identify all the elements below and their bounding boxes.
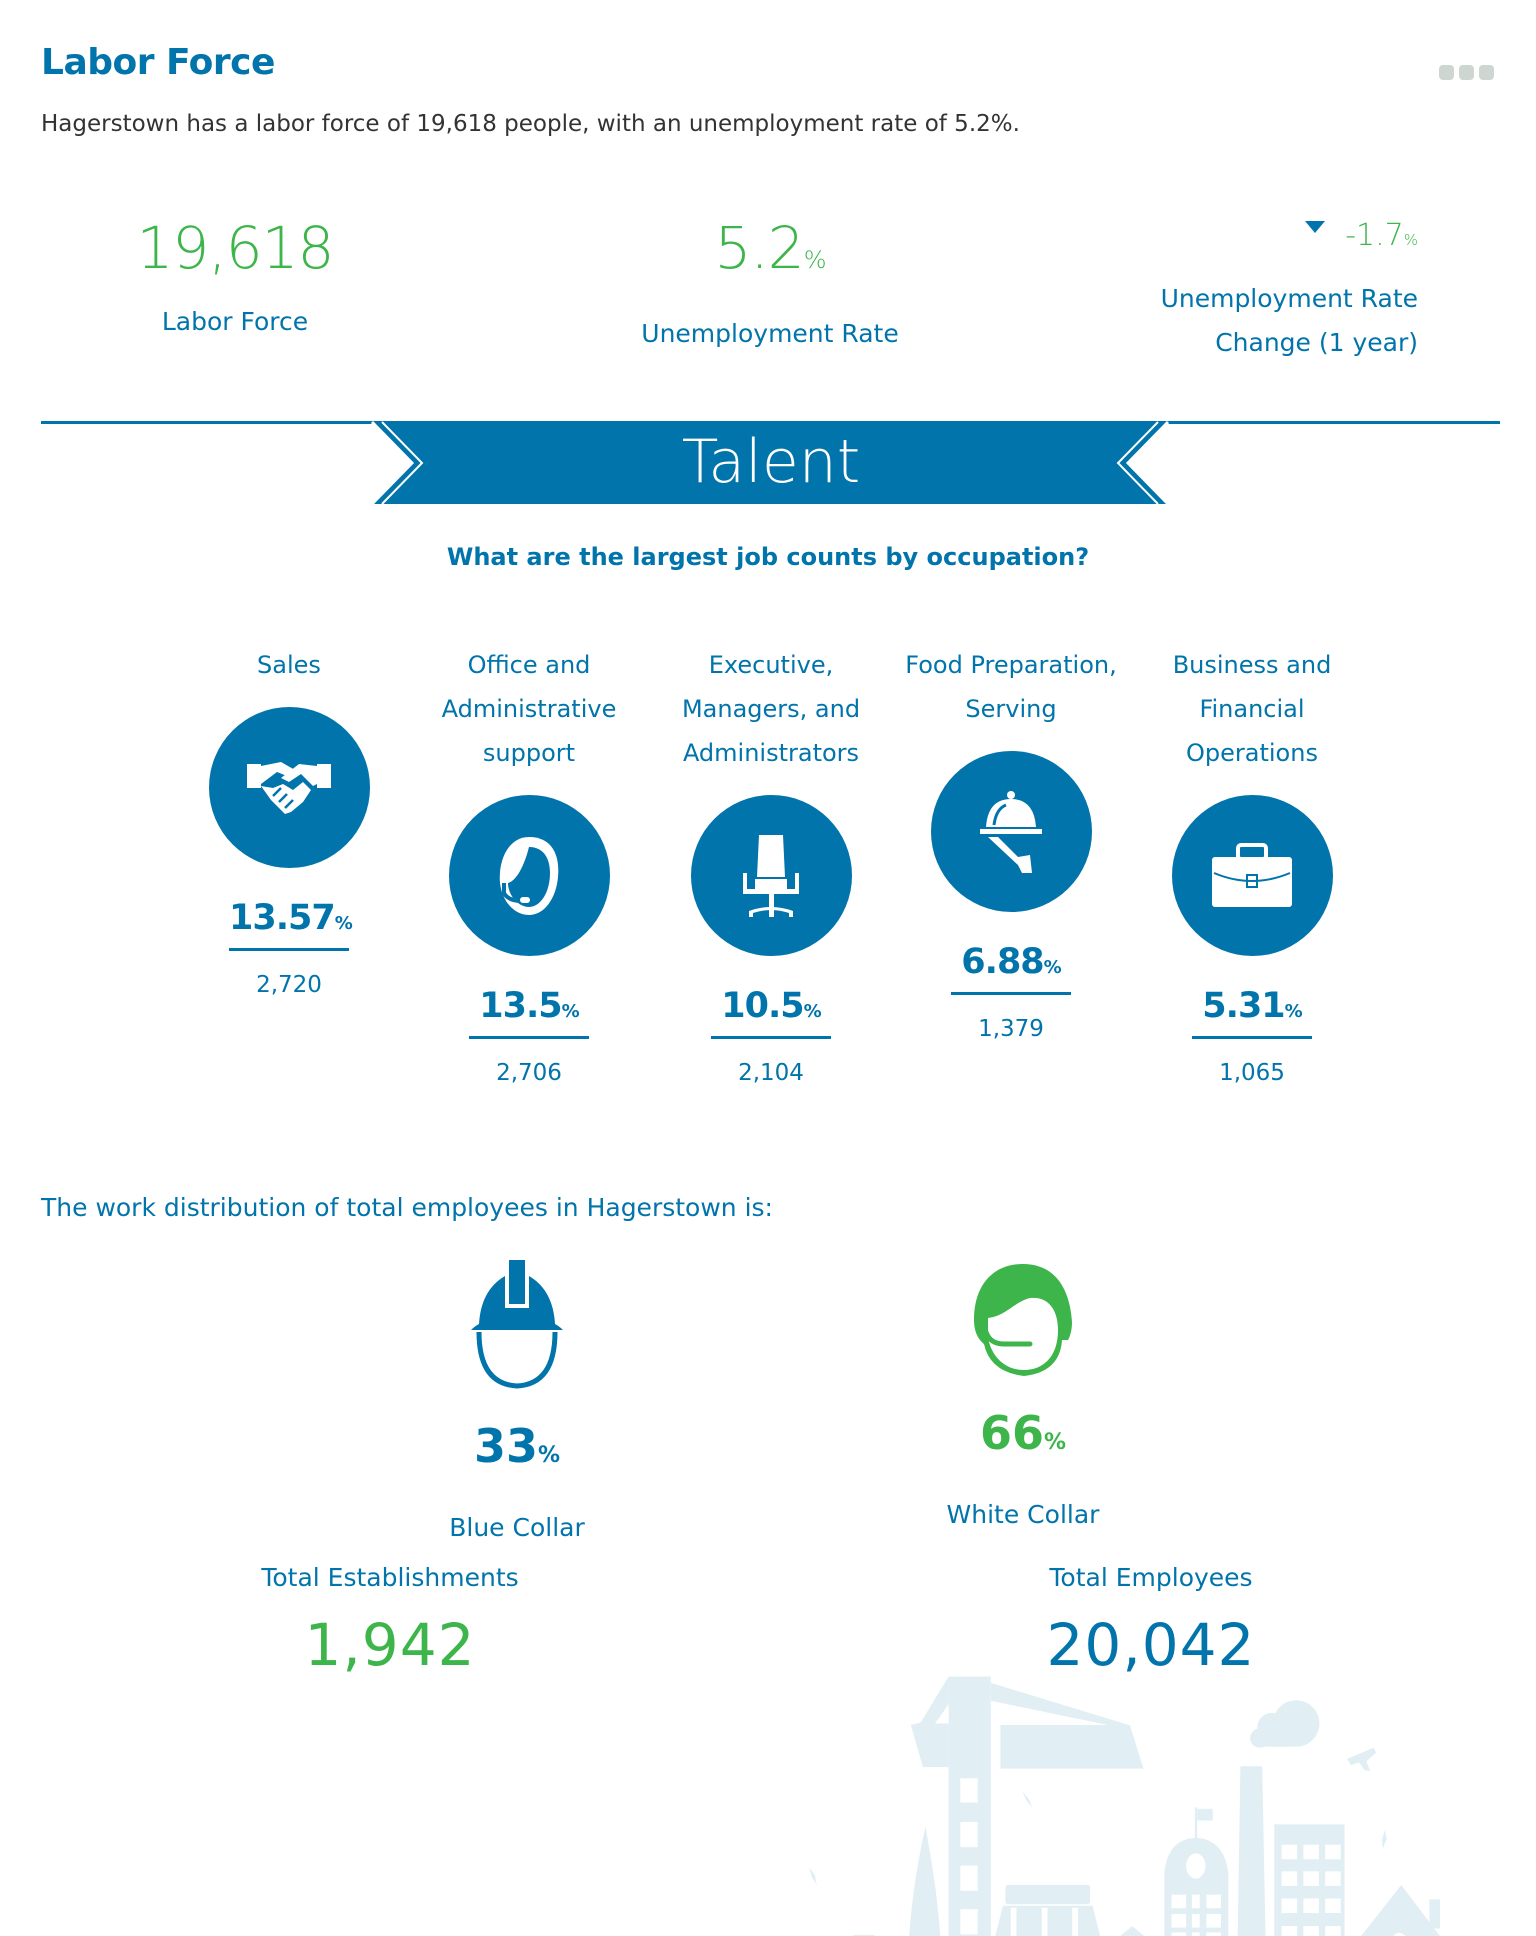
- change-label-line2: Change (1 year): [1215, 328, 1418, 357]
- occupation-pct: 13.5: [479, 986, 562, 1026]
- city-skyline-illustration: [809, 1676, 1441, 1936]
- establishments-label: Total Establishments: [261, 1563, 519, 1592]
- change-value: -1.7: [1345, 218, 1404, 253]
- down-arrow-icon: [1305, 221, 1326, 233]
- occupation-count: 2,104: [738, 1060, 804, 1086]
- pct-suffix: %: [334, 913, 353, 934]
- occupation-pct: 13.57: [229, 898, 336, 938]
- occupation-label: support: [482, 739, 576, 767]
- occupation-food-prep: Food Preparation, Serving 6.88% 1,379: [891, 643, 1131, 1043]
- more-dots-icon[interactable]: [1439, 65, 1494, 80]
- headset-person-icon: [974, 1264, 1072, 1376]
- occupation-office-admin: Office and Administrative support 13.5% …: [409, 643, 649, 1087]
- white-collar-pct: 66: [979, 1406, 1044, 1460]
- stat-unemployment-change: -1.7% Unemployment Rate Change (1 year): [1100, 214, 1418, 365]
- section-title: Talent: [681, 427, 861, 497]
- distribution-intro: The work distribution of total employees…: [41, 1193, 773, 1222]
- stat-labor-force: 19,618 Labor Force: [85, 213, 385, 344]
- white-collar: 66% White Collar: [873, 1262, 1173, 1530]
- occupation-count: 2,706: [496, 1060, 562, 1086]
- handshake-icon: [208, 707, 370, 868]
- pct-suffix: %: [1043, 1430, 1067, 1455]
- occupation-count: 1,379: [978, 1016, 1044, 1042]
- occupation-pct: 5.31: [1202, 986, 1285, 1026]
- pct-suffix: %: [1043, 957, 1062, 978]
- blue-collar: 33% Blue Collar: [367, 1260, 667, 1543]
- occupation-label: Sales: [257, 651, 321, 679]
- unemployment-value: 5.2: [714, 214, 804, 282]
- briefcase-icon: [1171, 795, 1333, 956]
- total-establishments: Total Establishments 1,942: [190, 1563, 590, 1680]
- pct-suffix: %: [537, 1443, 561, 1468]
- occupation-label: Business and: [1172, 651, 1332, 679]
- occupation-pct: 6.88: [961, 942, 1044, 982]
- occupation-label: Operations: [1186, 739, 1318, 767]
- blue-collar-pct: 33: [473, 1419, 538, 1473]
- office-chair-icon: [690, 795, 852, 956]
- unemployment-suffix: %: [803, 246, 827, 274]
- occupation-label: Administrative: [441, 695, 617, 723]
- occupation-label: Office and: [467, 651, 591, 679]
- occupation-label: Managers, and: [681, 695, 861, 723]
- occupation-label: Executive,: [708, 651, 834, 679]
- occupation-count: 2,720: [256, 972, 322, 998]
- pct-suffix: %: [803, 1001, 822, 1022]
- ribbon-banner: [370, 420, 1170, 506]
- labor-force-value: 19,618: [136, 214, 335, 282]
- total-employees: Total Employees 20,042: [951, 1563, 1351, 1680]
- employees-label: Total Employees: [1049, 1563, 1253, 1592]
- stat-unemployment: 5.2% Unemployment Rate: [620, 213, 920, 356]
- employees-value: 20,042: [1046, 1611, 1256, 1679]
- establishments-value: 1,942: [304, 1611, 476, 1679]
- occupation-label: Financial: [1199, 695, 1305, 723]
- hard-hat-icon: [471, 1260, 563, 1389]
- occupation-executive: Executive, Managers, and Administrators …: [651, 643, 891, 1087]
- change-suffix: %: [1403, 231, 1418, 249]
- unemployment-label: Unemployment Rate: [641, 319, 899, 348]
- page-title: Labor Force: [41, 42, 275, 83]
- change-label-line1: Unemployment Rate: [1160, 284, 1418, 313]
- white-collar-label: White Collar: [946, 1500, 1100, 1529]
- blue-collar-label: Blue Collar: [449, 1513, 585, 1542]
- occupation-label: Administrators: [682, 739, 860, 767]
- section-question: What are the largest job counts by occup…: [446, 543, 1090, 571]
- occupation-business-financial: Business and Financial Operations 5.31% …: [1132, 643, 1372, 1087]
- occupation-count: 1,065: [1219, 1060, 1285, 1086]
- pct-suffix: %: [561, 1001, 580, 1022]
- occupation-sales: Sales 13.57% 2,720: [169, 643, 409, 999]
- labor-force-label: Labor Force: [161, 307, 309, 336]
- occupation-label: Serving: [965, 695, 1057, 723]
- headset-icon: [448, 795, 610, 956]
- summary-text: Hagerstown has a labor force of 19,618 p…: [41, 111, 1020, 137]
- serving-cloche-icon: [930, 751, 1092, 912]
- occupation-label: Food Preparation,: [905, 651, 1117, 679]
- pct-suffix: %: [1284, 1001, 1303, 1022]
- occupation-pct: 10.5: [721, 986, 804, 1026]
